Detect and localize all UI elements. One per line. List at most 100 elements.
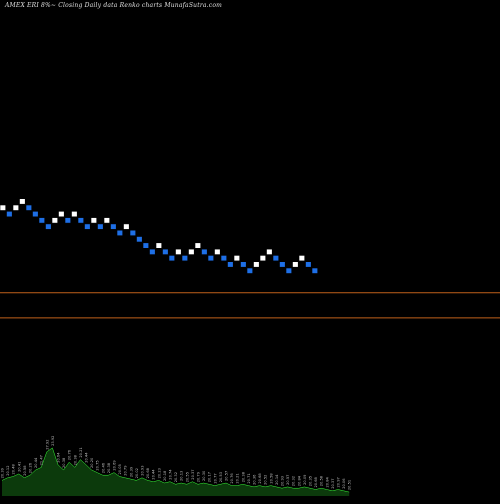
down-brick [162, 248, 169, 255]
up-brick [292, 261, 299, 268]
down-brick [272, 255, 279, 262]
volume-label: 20.48 [12, 463, 16, 474]
up-brick [71, 211, 78, 218]
down-brick [116, 229, 123, 236]
volume-label: 20.38 [107, 462, 111, 473]
volume-label: 27.92 [45, 440, 49, 450]
down-brick [110, 223, 117, 230]
volume-line [1, 447, 350, 493]
down-brick [149, 248, 156, 255]
down-brick [207, 255, 214, 262]
up-brick [194, 242, 201, 249]
up-brick [298, 255, 305, 262]
up-brick [19, 198, 26, 205]
chart-title: AMEX ERI 8%~ Closing Daily data Renko ch… [5, 2, 223, 9]
down-brick [6, 211, 13, 218]
volume-label: 20.75 [96, 460, 100, 470]
volume-label: 20.18 [163, 470, 167, 481]
volume-label: 20.44 [85, 452, 89, 463]
down-brick [279, 261, 286, 268]
volume-label: 20.77 [213, 473, 217, 483]
volume-label: 20.35 [309, 476, 313, 486]
volume-label: 20.21 [236, 473, 240, 483]
volume-label: 20.32 [174, 472, 178, 482]
down-brick [142, 242, 149, 249]
volume-label: 20.44 [152, 469, 156, 480]
volume-label: 20.46 [101, 462, 105, 473]
volume-label: 20.37 [191, 469, 195, 479]
volume-label: 20.38 [241, 471, 245, 482]
volume-label: 20.79 [124, 465, 128, 476]
volume-label: 20.36 [253, 474, 257, 485]
volume-label: 20.58 [23, 465, 27, 476]
volume-label: 20.57 [225, 471, 229, 481]
up-brick [266, 248, 273, 255]
up-brick [58, 211, 65, 218]
volume-label: 20.52 [264, 475, 268, 485]
volume-label: 20.68 [314, 476, 318, 487]
volume-label: 20.17 [208, 472, 212, 482]
volume-label: 20.44 [34, 457, 38, 468]
volume-label: 20.51 [348, 480, 352, 490]
volume-label: 20.74 [169, 469, 173, 480]
volume-label: 20.68 [146, 467, 150, 478]
down-brick [84, 223, 91, 230]
volume-label: 20.20 [90, 457, 94, 468]
volume-label: 20.69 [113, 460, 117, 471]
volume-label: 20.32 [292, 476, 296, 486]
volume-label: 20.41 [17, 462, 21, 472]
up-brick [90, 217, 97, 224]
volume-label: 20.97 [337, 477, 341, 487]
volume-area [2, 447, 350, 496]
volume-label: 20.84 [325, 476, 329, 487]
volume-label: 20.23 [157, 468, 161, 478]
volume-label: 20.06 [342, 478, 346, 489]
down-brick [136, 236, 143, 243]
volume-label: 20.76 [68, 449, 72, 460]
volume-label: 20.26 [29, 462, 33, 473]
volume-label: 20.38 [62, 457, 66, 468]
down-brick [97, 223, 104, 230]
down-brick [181, 255, 188, 262]
down-brick [311, 267, 318, 274]
volume-label: 20.37 [331, 479, 335, 489]
volume-label: 20.38 [73, 454, 77, 465]
volume-label: 20.76 [230, 473, 234, 484]
volume-label: 20.58 [320, 475, 324, 486]
volume-label: 20.57 [286, 475, 290, 485]
down-brick [38, 217, 45, 224]
volume-label: 23.92 [51, 436, 55, 446]
down-brick [285, 267, 292, 274]
up-brick [0, 204, 6, 211]
volume-label: 20.21 [79, 447, 83, 457]
volume-label: 20.14 [275, 474, 279, 485]
up-brick [103, 217, 110, 224]
volume-label: 20.68 [258, 473, 262, 484]
down-brick [168, 255, 175, 262]
up-brick [253, 261, 260, 268]
down-brick [220, 255, 227, 262]
up-brick [188, 248, 195, 255]
volume-label: 20.12 [6, 466, 10, 476]
up-brick [123, 223, 130, 230]
volume-label: 20.58 [269, 473, 273, 484]
up-brick [214, 248, 221, 255]
volume-label: 20.93 [281, 476, 285, 486]
volume-label: 20.02 [135, 468, 139, 478]
volume-label: 20.39 [129, 466, 133, 477]
volume-label: 20.64 [57, 452, 61, 463]
down-brick [77, 217, 84, 224]
volume-label: 20.05 [118, 464, 122, 474]
volume-label: 20.53 [219, 472, 223, 482]
volume-label: 20.39 [1, 467, 5, 478]
up-brick [175, 248, 182, 255]
up-brick [12, 204, 19, 211]
down-brick [129, 229, 136, 236]
up-brick [233, 255, 240, 262]
down-brick [227, 261, 234, 268]
down-brick [305, 261, 312, 268]
volume-label: 20.13 [180, 471, 184, 481]
down-brick [32, 211, 39, 218]
volume-label: 20.79 [197, 471, 201, 482]
